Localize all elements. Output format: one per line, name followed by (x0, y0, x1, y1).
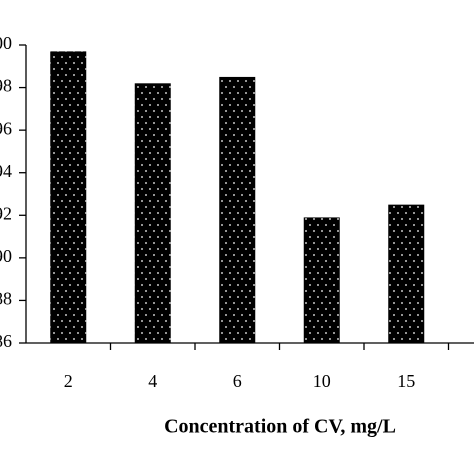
x-tick-label: 10 (313, 371, 331, 391)
x-tick-label: 2 (64, 371, 73, 391)
y-tick-label: 88 (0, 289, 12, 309)
bar-pattern (303, 217, 340, 343)
bar-pattern (388, 204, 425, 343)
y-tick-label: 86 (0, 331, 12, 351)
bar-pattern (134, 83, 171, 344)
x-axis-label: Concentration of CV, mg/L (164, 416, 396, 438)
x-tick-label: 15 (397, 371, 415, 391)
y-tick-label: 90 (0, 246, 12, 266)
y-tick-label: 94 (0, 161, 12, 181)
bar-pattern (50, 51, 87, 344)
y-tick-label: 92 (0, 203, 12, 223)
x-tick-label: 6 (233, 371, 242, 391)
x-tick-label: 4 (148, 371, 157, 391)
y-tick-label: 96 (0, 118, 12, 138)
y-tick-label: 100 (0, 33, 12, 53)
bar-pattern (219, 76, 256, 343)
y-tick-label: 98 (0, 76, 12, 96)
